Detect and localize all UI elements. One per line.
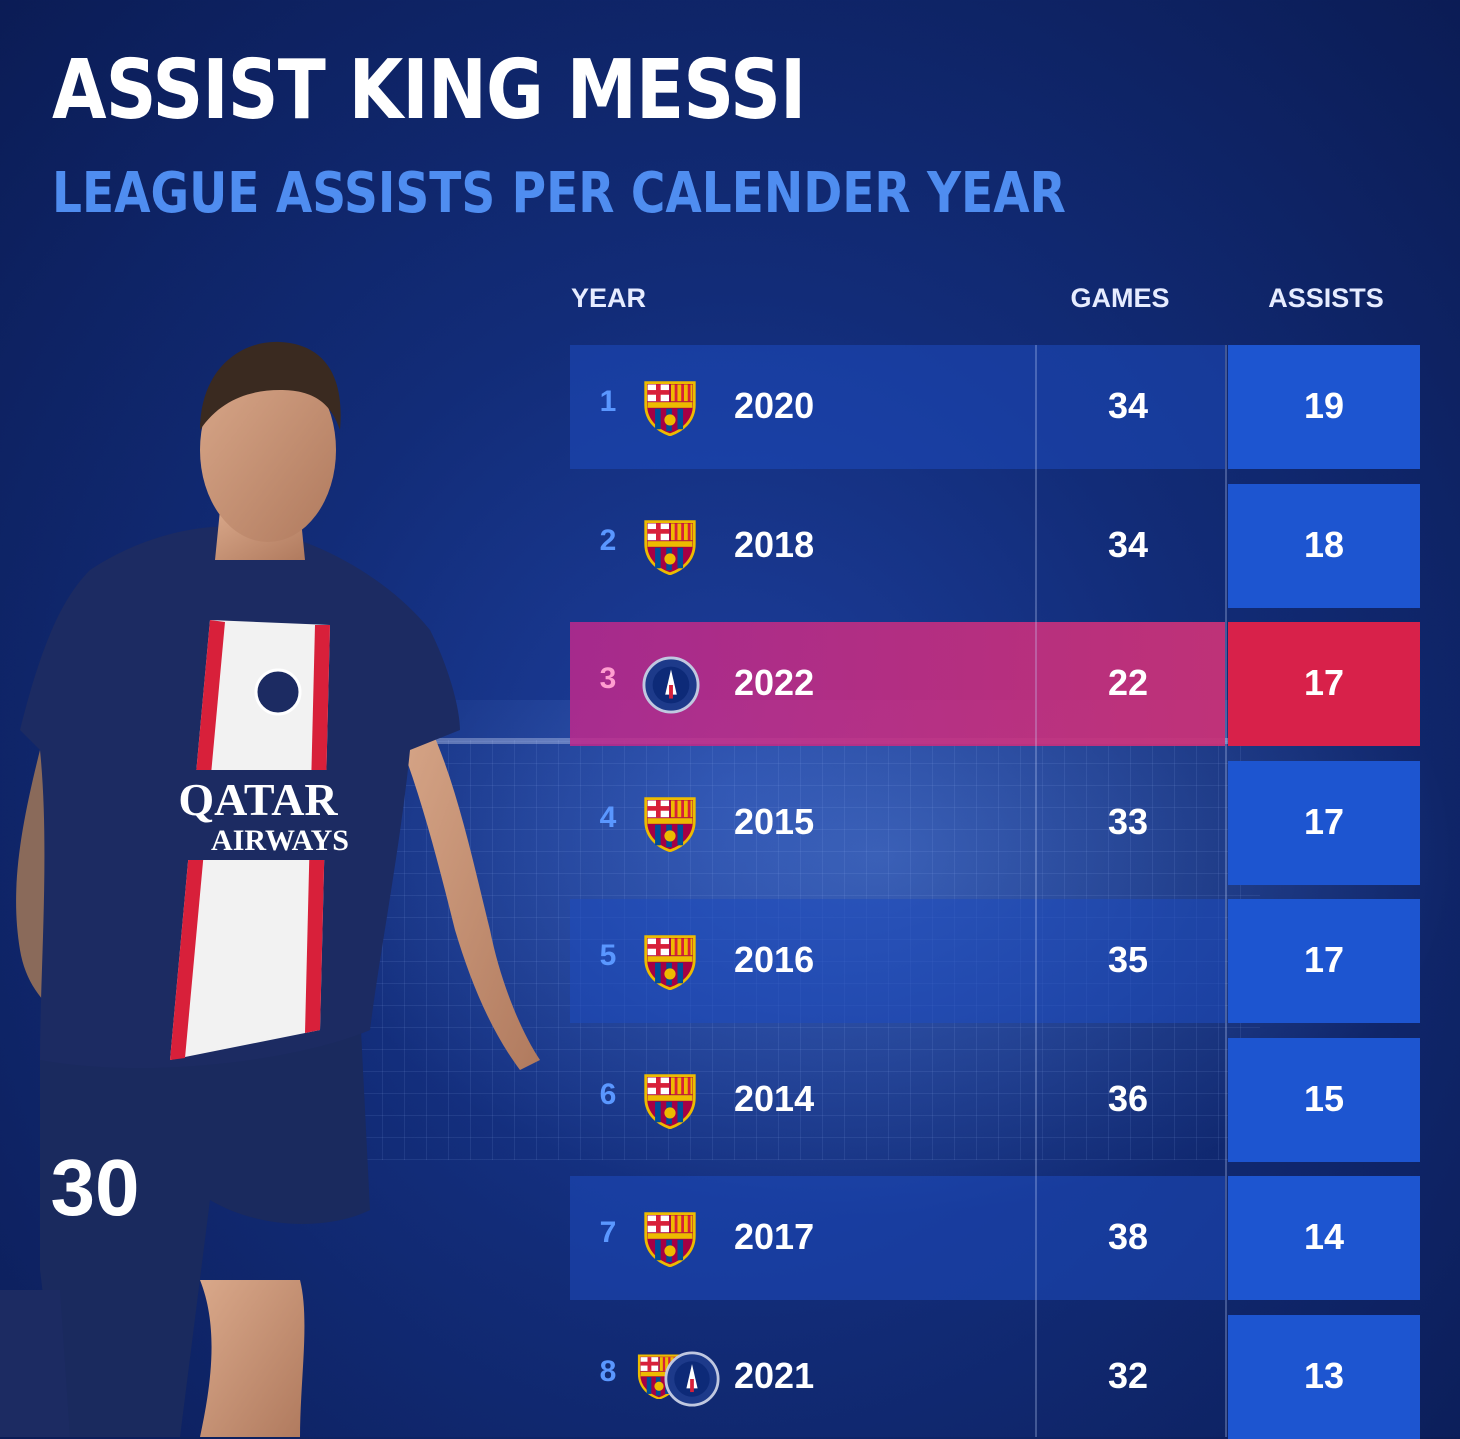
games-cell: 34 <box>1107 524 1149 565</box>
rank-number: 5 <box>599 939 617 972</box>
psg-crest-icon <box>642 656 700 714</box>
assists-value: 18 <box>1303 524 1345 565</box>
rank-number: 2 <box>599 524 617 557</box>
assists-cell <box>1228 345 1420 469</box>
shirt-sponsor-line1: QATAR <box>178 774 338 825</box>
year-cell: 2014 <box>734 1078 815 1119</box>
assists-cell <box>1228 1038 1420 1162</box>
barcelona-crest-icon <box>644 520 696 575</box>
barcelona-crest-icon <box>644 935 696 990</box>
rank-number: 6 <box>599 1078 617 1111</box>
year-cell: 2016 <box>734 939 815 980</box>
assists-value: 14 <box>1303 1216 1345 1257</box>
rank-number: 7 <box>599 1216 617 1249</box>
assists-value: 19 <box>1303 385 1345 426</box>
assists-cell <box>1228 484 1420 608</box>
player-illustration: QATAR AIRWAYS 30 <box>0 341 540 1437</box>
assists-cell <box>1228 622 1420 746</box>
games-cell: 38 <box>1107 1216 1149 1257</box>
column-header-games: GAMES <box>1070 283 1170 313</box>
assists-value: 17 <box>1303 939 1345 980</box>
assists-cell <box>1228 899 1420 1023</box>
barcelona-crest-icon <box>644 797 696 852</box>
assists-value: 17 <box>1303 662 1345 703</box>
assists-cell <box>1228 761 1420 885</box>
page-title: ASSIST KING MESSI <box>52 43 806 138</box>
barcelona-crest-icon <box>644 1212 696 1267</box>
column-divider <box>1225 345 1227 1437</box>
year-cell: 2021 <box>734 1355 815 1396</box>
rank-number: 3 <box>599 662 617 695</box>
barcelona-crest-icon <box>644 381 696 436</box>
year-cell: 2017 <box>734 1216 815 1257</box>
rank-number: 1 <box>599 385 617 418</box>
column-header-year: YEAR <box>571 283 647 313</box>
barcelona-crest-icon <box>644 1074 696 1129</box>
shirt-sponsor-line2: AIRWAYS <box>211 824 349 857</box>
assists-value: 13 <box>1303 1355 1345 1396</box>
column-divider <box>1035 345 1037 1437</box>
year-cell: 2020 <box>734 385 815 426</box>
rank-number: 4 <box>599 801 617 834</box>
assists-value: 15 <box>1303 1078 1345 1119</box>
games-cell: 34 <box>1107 385 1149 426</box>
year-cell: 2022 <box>734 662 815 703</box>
games-cell: 35 <box>1107 939 1149 980</box>
games-cell: 22 <box>1107 662 1149 703</box>
assists-value: 17 <box>1303 801 1345 842</box>
page-subtitle: LEAGUE ASSISTS PER CALENDER YEAR <box>52 161 1066 226</box>
psg-crest-icon <box>664 1351 720 1407</box>
rank-number: 8 <box>599 1355 617 1388</box>
psg-crest-icon <box>254 668 302 716</box>
assists-cell <box>1228 1176 1420 1300</box>
year-cell: 2015 <box>734 801 815 842</box>
games-cell: 32 <box>1107 1355 1149 1396</box>
assists-cell <box>1228 1315 1420 1439</box>
games-cell: 33 <box>1107 801 1149 842</box>
column-header-assists: ASSISTS <box>1268 283 1384 313</box>
shirt-number: 30 <box>51 1143 140 1232</box>
year-cell: 2018 <box>734 524 815 565</box>
games-cell: 36 <box>1107 1078 1149 1119</box>
